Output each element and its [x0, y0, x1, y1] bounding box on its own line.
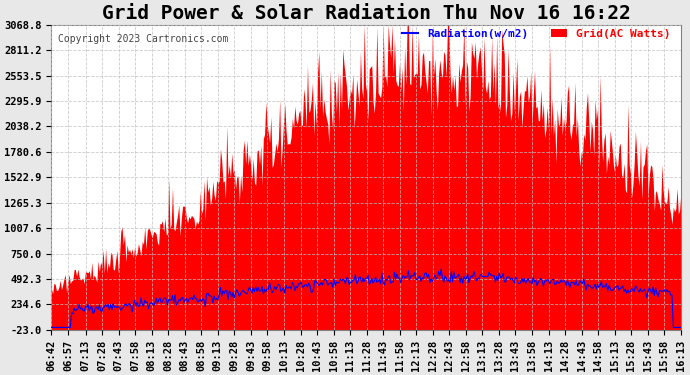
Text: Copyright 2023 Cartronics.com: Copyright 2023 Cartronics.com: [58, 34, 228, 44]
Legend: Radiation(w/m2), Grid(AC Watts): Radiation(w/m2), Grid(AC Watts): [397, 24, 676, 43]
Title: Grid Power & Solar Radiation Thu Nov 16 16:22: Grid Power & Solar Radiation Thu Nov 16 …: [101, 4, 631, 23]
